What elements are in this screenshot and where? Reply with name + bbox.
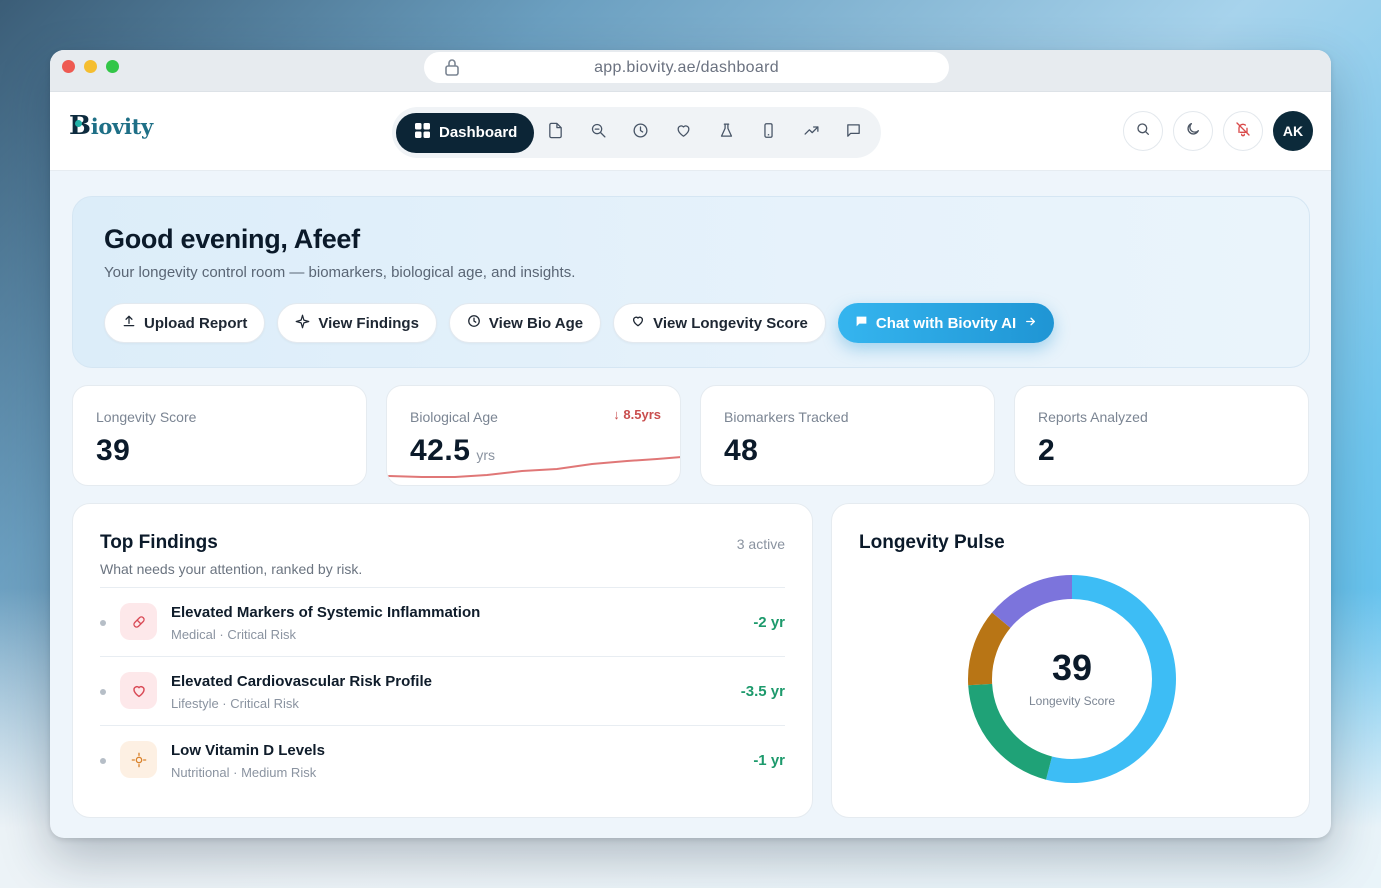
minimize-window-button[interactable]	[84, 60, 97, 73]
nav-dashboard[interactable]: Dashboard	[396, 112, 535, 153]
clock-icon	[467, 314, 481, 332]
finding-row[interactable]: Elevated Markers of Systemic Inflammatio…	[100, 587, 785, 656]
view-bio-age-button[interactable]: View Bio Age	[448, 303, 602, 343]
donut-label: Longevity Score	[1028, 694, 1116, 708]
finding-row[interactable]: Low Vitamin D Levels Nutritional · Mediu…	[100, 725, 785, 794]
sparkle-icon	[295, 314, 310, 333]
greeting-title: Good evening, Afeef	[104, 224, 360, 254]
chat-icon	[855, 315, 868, 332]
theme-toggle-button[interactable]	[1173, 111, 1213, 151]
stat-longevity-score[interactable]: Longevity Score 39	[72, 385, 367, 486]
maximize-window-button[interactable]	[106, 60, 119, 73]
search-button[interactable]	[1123, 111, 1163, 151]
moon-icon	[1185, 121, 1201, 142]
heart-icon	[675, 122, 692, 144]
nav-reports[interactable]	[534, 113, 577, 153]
arrow-down-icon: ↓	[613, 407, 624, 422]
arrow-right-icon	[1024, 315, 1037, 332]
nav-chat[interactable]	[833, 113, 876, 153]
greeting-subtitle: Your longevity control room — biomarkers…	[104, 264, 576, 281]
upload-icon	[122, 314, 136, 332]
search-zoom-icon	[590, 122, 607, 144]
browser-titlebar: app.biovity.ae/dashboard	[50, 50, 1331, 92]
document-icon	[547, 122, 564, 144]
welcome-hero: Good evening, Afeef Your longevity contr…	[72, 196, 1310, 368]
nav-biomarkers[interactable]	[705, 113, 748, 153]
top-findings-subtitle: What needs your attention, ranked by ris…	[100, 561, 363, 577]
sun-icon	[120, 741, 157, 778]
phone-icon	[760, 122, 777, 144]
chat-with-ai-button[interactable]: Chat with Biovity AI	[837, 303, 1055, 343]
upload-report-button[interactable]: Upload Report	[104, 303, 266, 343]
stat-biological-age[interactable]: Biological Age 42.5 yrs ↓ 8.5yrs	[386, 385, 681, 486]
findings-count: 3 active	[736, 536, 785, 552]
top-findings-panel: Top Findings What needs your attention, …	[72, 503, 813, 818]
longevity-pulse-panel: Longevity Pulse 39 Longevity Score	[831, 503, 1310, 818]
stat-reports-analyzed[interactable]: Reports Analyzed 2	[1014, 385, 1309, 486]
heart-icon	[631, 314, 645, 332]
stat-biomarkers-tracked[interactable]: Biomarkers Tracked 48	[700, 385, 995, 486]
heart-icon	[120, 672, 157, 709]
trending-up-icon	[803, 122, 820, 144]
nav-dashboard-label: Dashboard	[439, 124, 518, 141]
donut-segment-3	[968, 575, 1176, 783]
url-text: app.biovity.ae/dashboard	[594, 58, 779, 76]
nav-findings[interactable]	[577, 113, 620, 153]
flask-icon	[718, 122, 735, 144]
bio-age-delta: ↓ 8.5yrs	[613, 407, 661, 422]
nav-bio-age[interactable]	[620, 113, 663, 153]
view-findings-button[interactable]: View Findings	[277, 303, 437, 343]
close-window-button[interactable]	[62, 60, 75, 73]
grid-icon	[415, 123, 430, 142]
nav-trends[interactable]	[790, 113, 833, 153]
main-nav: Dashboard	[392, 107, 881, 158]
bio-age-sparkline	[388, 456, 680, 478]
notifications-button[interactable]	[1223, 111, 1263, 151]
donut-svg	[968, 575, 1176, 783]
message-icon	[845, 122, 862, 144]
nav-longevity[interactable]	[662, 113, 705, 153]
lock-icon	[444, 58, 460, 81]
finding-row[interactable]: Elevated Cardiovascular Risk Profile Lif…	[100, 656, 785, 725]
search-icon	[1135, 121, 1151, 142]
donut-segment-2	[968, 575, 1176, 783]
nav-devices[interactable]	[747, 113, 790, 153]
longevity-donut-chart: 39 Longevity Score	[962, 569, 1182, 789]
pill-icon	[120, 603, 157, 640]
address-bar[interactable]: app.biovity.ae/dashboard	[424, 52, 949, 83]
donut-score: 39	[1051, 647, 1093, 688]
bell-off-icon	[1235, 121, 1251, 142]
clock-icon	[632, 122, 649, 144]
view-longevity-score-button[interactable]: View Longevity Score	[613, 303, 826, 343]
top-findings-title: Top Findings	[100, 532, 218, 553]
user-avatar[interactable]: AK	[1273, 111, 1313, 151]
longevity-pulse-title: Longevity Pulse	[859, 532, 1005, 553]
